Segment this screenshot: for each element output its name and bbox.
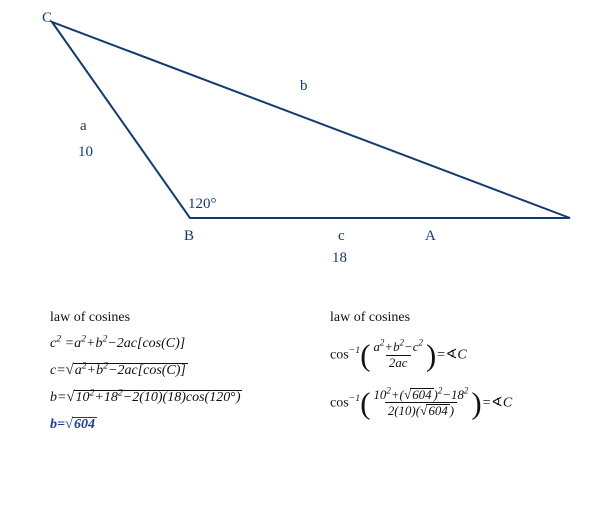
eq-l2-tail: −2ac[cos(C)] <box>108 363 186 378</box>
eq-left-title: law of cosines <box>50 310 340 326</box>
eq-r2-angsym: ∢ <box>491 395 503 410</box>
vertex-label-c: C <box>42 10 52 27</box>
eq-l3-a: 10 <box>76 390 90 405</box>
side-label-a: a <box>80 118 87 135</box>
vertex-label-b: B <box>184 228 194 245</box>
side-label-b: b <box>300 78 308 95</box>
eq-l1-lhs-exp: 2 <box>56 333 61 344</box>
eq-r1-cos: cos <box>330 348 349 363</box>
eq-l3-b: 18 <box>104 390 118 405</box>
eq-r2-na: 10 <box>373 388 386 402</box>
side-label-c: c <box>338 228 345 245</box>
eq-left-3: b=102+182−2(10)(18)cos(120°) <box>50 389 340 406</box>
eq-r1-angsym: ∢ <box>446 348 458 363</box>
eq-r2-cos: cos <box>330 395 349 410</box>
eq-l4-rad: 604 <box>72 417 97 432</box>
eq-l2-ra: a <box>75 363 82 378</box>
triangle-svg <box>0 0 604 260</box>
eq-l3-tail: −2(10)(18)cos(120 <box>123 390 230 405</box>
eq-r2-dlead: 2(10)( <box>388 404 420 418</box>
eq-r1-eq: = <box>436 348 445 363</box>
eq-r2-nrad: 604 <box>410 388 433 402</box>
eq-l3-lhs: b <box>50 390 57 405</box>
angle-label-b: 120° <box>188 196 217 213</box>
eq-left-1: c2 =a2+b2−2ac[cos(C)] <box>50 336 340 352</box>
eq-right-1: cos−1( a2+b2−c2 2ac )=∢C <box>330 340 590 371</box>
equations-left: law of cosines c2 =a2+b2−2ac[cos(C)] c=a… <box>50 300 340 443</box>
eq-right-title: law of cosines <box>330 310 590 326</box>
eq-r2-dclose: ) <box>450 404 454 418</box>
eq-l2-lhs: c <box>50 363 56 378</box>
eq-r2-drad: 604 <box>426 404 449 418</box>
eq-l3-close: ) <box>236 390 241 405</box>
eq-r1-inv: −1 <box>349 345 361 356</box>
eq-r2-inv: −1 <box>349 392 361 403</box>
eq-left-2: c=a2+b2−2ac[cos(C)] <box>50 362 340 379</box>
eq-r2-nc: 18 <box>451 388 464 402</box>
eq-l4-lhs: b <box>50 417 57 432</box>
eq-left-4: b=604 <box>50 416 340 433</box>
eq-l1-tail: −2ac[cos(C)] <box>107 336 185 351</box>
eq-r1-angc: C <box>457 348 466 363</box>
eq-r2-angc: C <box>503 395 512 410</box>
eq-r1-den: 2ac <box>386 355 411 371</box>
side-value-c: 18 <box>332 250 347 267</box>
triangle-path <box>52 22 570 218</box>
side-value-a: 10 <box>78 144 93 161</box>
eq-r2-eq: = <box>482 395 491 410</box>
eq-right-2: cos−1( 102+(604)2−182 2(10)(604) )=∢C <box>330 387 590 420</box>
equations-right: law of cosines cos−1( a2+b2−c2 2ac )=∢C … <box>330 300 590 429</box>
vertex-label-a: A <box>425 228 436 245</box>
